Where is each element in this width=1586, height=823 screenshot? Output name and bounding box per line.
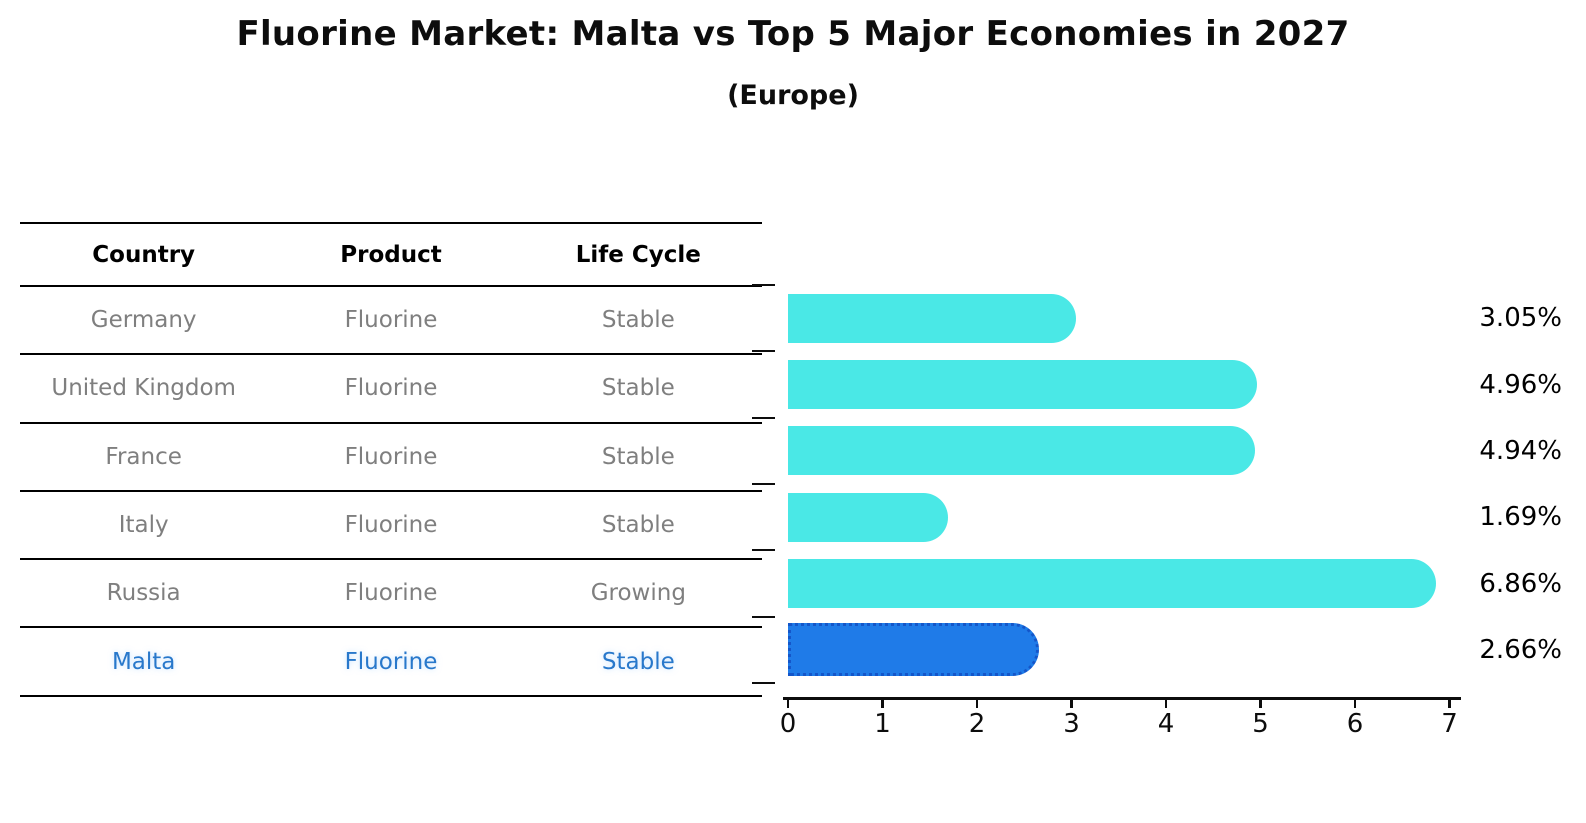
x-axis-tick-label: 4 [1157,709,1175,739]
y-axis-tick [752,482,775,485]
bar-value-label: 3.05% [1479,303,1562,334]
chart-title: Fluorine Market: Malta vs Top 5 Major Ec… [236,14,1350,54]
bar-france [788,426,1255,476]
x-axis-tick-label: 1 [874,709,891,739]
column-header-product: Product [340,241,442,268]
x-axis-tick [1164,699,1168,708]
bar-germany [788,293,1077,343]
table-cell-life_cycle: Stable [601,443,675,470]
table-cell-country: Malta [111,648,176,675]
x-axis-tick [1259,699,1262,708]
table-cell-product: Fluorine [344,443,438,470]
table-row: France Fluorine Stable [20,424,762,492]
table-cell-country: France [105,443,182,470]
table-cell-country: Italy [118,512,169,539]
bar-value-label: 4.94% [1479,435,1562,466]
x-axis-tick [1448,699,1451,708]
x-axis-tick-label: 6 [1346,709,1364,739]
x-axis-tick-label: 0 [779,709,797,739]
table-cell-country: Russia [106,580,181,607]
table-body: Germany Fluorine Stable United Kingdom Fluor… [20,287,762,695]
table-cell-life_cycle: Stable [601,648,675,675]
bar-value-label: 6.86% [1479,568,1562,599]
table-header-row: Country Product Life Cycle [20,224,762,287]
bar-value-label: 2.66% [1479,634,1562,665]
country-table: Country Product Life Cycle Germany Fluori… [20,222,762,697]
column-header-country: Country [92,241,196,268]
table-cell-life_cycle: Stable [601,375,675,402]
y-axis-tick [752,284,775,286]
x-axis-tick-label: 2 [968,709,986,739]
y-axis-tick [752,681,775,684]
x-axis-tick-label: 7 [1441,709,1458,739]
bar-value-label: 4.96% [1479,369,1562,400]
table-cell-life_cycle: Growing [590,580,686,607]
x-axis-tick [1070,699,1073,708]
y-axis-tick [752,350,775,353]
table-row: Malta Fluorine Stable [20,628,762,694]
table-cell-product: Fluorine [344,648,438,675]
y-axis-tick [752,615,775,618]
table-row: United Kingdom Fluorine Stable [20,355,762,424]
bar-value-label: 1.69% [1479,502,1562,533]
y-axis-tick [752,416,775,419]
x-axis-line [783,697,1461,700]
chart-subtitle: (Europe) [727,80,859,111]
x-axis-tick [786,699,790,708]
table-row: Germany Fluorine Stable [20,287,762,356]
x-axis-tick-label: 3 [1063,709,1080,739]
table-cell-life_cycle: Stable [601,307,675,334]
table-cell-product: Fluorine [344,512,438,539]
table-cell-life_cycle: Stable [601,512,675,539]
y-axis-tick [752,549,775,552]
table-row: Russia Fluorine Growing [20,560,762,629]
bar-malta-highlight [788,623,1040,677]
x-axis-tick-label: 5 [1252,709,1269,739]
table-row: Italy Fluorine Stable [20,492,762,561]
table-cell-product: Fluorine [344,307,438,334]
bar-united-kingdom [788,360,1257,410]
x-axis-tick [1353,699,1357,708]
table-cell-product: Fluorine [344,375,438,402]
table-cell-country: Germany [90,307,197,334]
x-axis-tick [975,699,979,708]
x-axis-tick [881,699,884,708]
bar-russia [788,559,1437,609]
column-header-lifecycle: Life Cycle [575,241,701,268]
table-cell-product: Fluorine [344,580,438,607]
table-cell-country: United Kingdom [51,375,236,402]
bar-italy [788,492,948,542]
